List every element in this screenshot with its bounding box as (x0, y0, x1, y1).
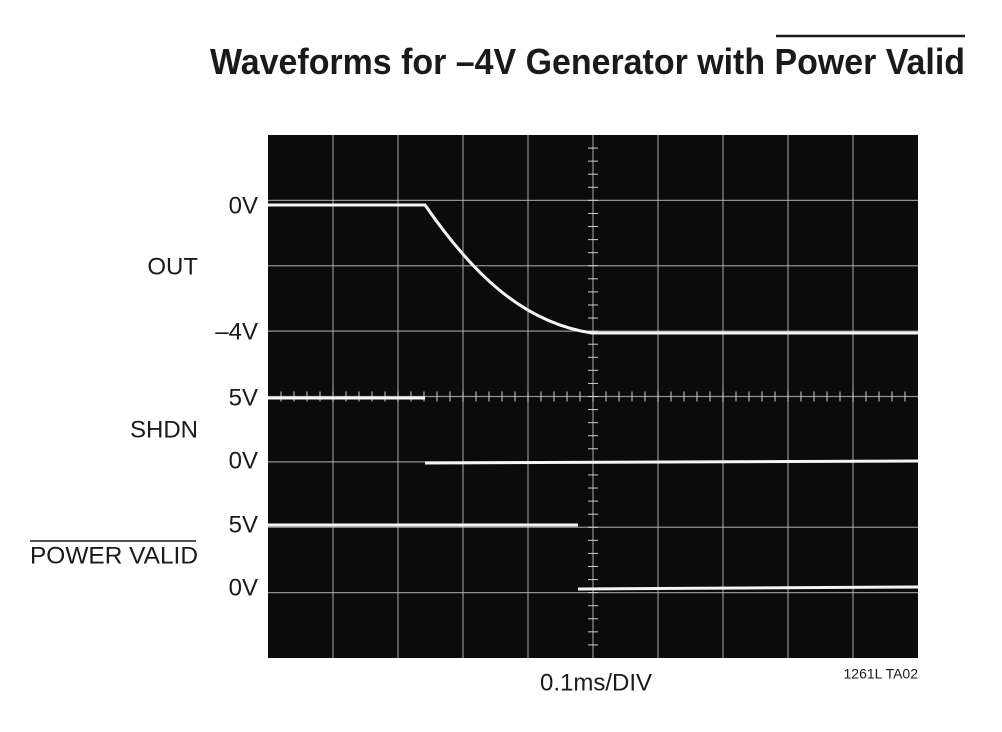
figure-id: 1261L TA02 (844, 666, 919, 682)
power-valid-trace (268, 523, 919, 591)
power-valid-top-label: 5V (229, 511, 258, 538)
out-bottom-label: –4V (215, 318, 258, 345)
out-name: OUT (147, 253, 198, 280)
shdn-name: SHDN (130, 416, 198, 443)
out-trace (268, 203, 918, 335)
title: Waveforms for –4V Generator with Power V… (210, 41, 965, 82)
power-valid-bottom-label: 0V (229, 574, 258, 601)
title-main: Waveforms for –4V Generator with (210, 41, 775, 82)
shdn-trace (268, 396, 919, 465)
shdn-bottom-label: 0V (229, 447, 258, 474)
title-overlined: Power Valid (775, 41, 965, 82)
shdn-top-label: 5V (229, 384, 258, 411)
power-valid-name: POWER VALID (30, 542, 198, 569)
out-top-label: 0V (229, 192, 258, 219)
time-scale: 0.1ms/DIV (540, 669, 652, 696)
